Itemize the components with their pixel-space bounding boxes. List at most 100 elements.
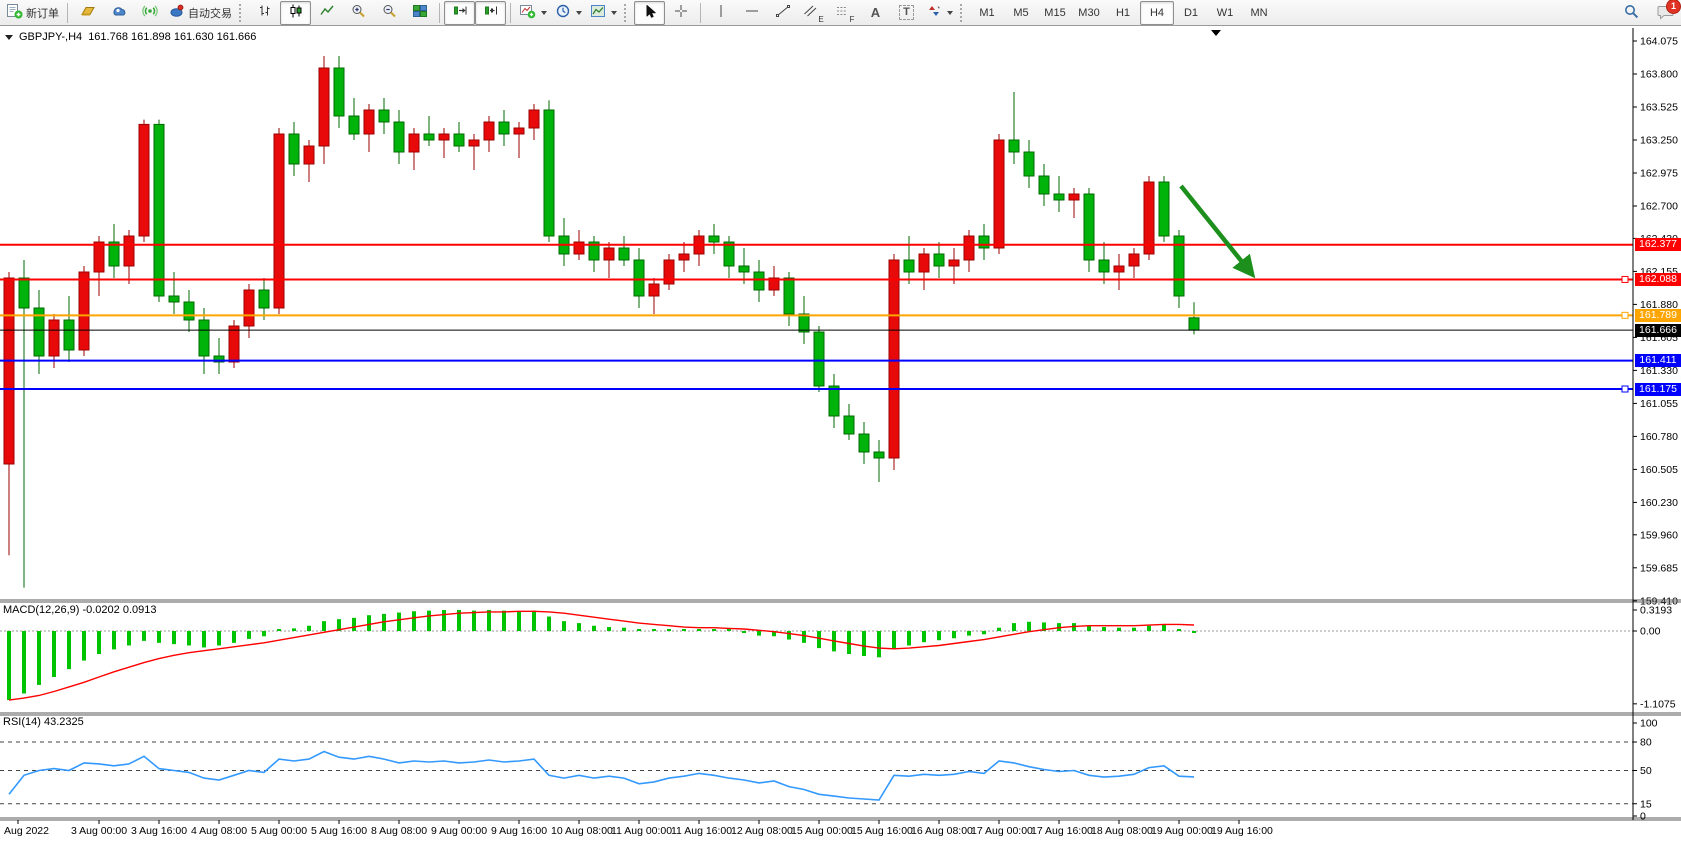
time-tick-label: 9 Aug 16:00 — [491, 825, 547, 837]
new-order-button[interactable]: 新订单 — [2, 1, 63, 25]
chart-shift-button[interactable] — [475, 0, 506, 25]
candle — [528, 104, 540, 140]
line-chart-button[interactable] — [311, 1, 342, 25]
macd-histogram-bar — [742, 631, 746, 633]
candle — [48, 314, 60, 368]
timeframe-mn-button[interactable]: MN — [1250, 6, 1268, 19]
crosshair-button[interactable] — [665, 1, 696, 25]
templates-button[interactable] — [586, 1, 621, 25]
timeframe-m15-button[interactable]: M15 — [1044, 6, 1066, 19]
candle — [468, 134, 480, 170]
macd-histogram-bar — [1177, 629, 1181, 631]
text-label-button[interactable]: T — [891, 1, 922, 25]
time-tick-label: 9 Aug 00:00 — [431, 825, 487, 837]
candle — [588, 236, 600, 272]
search-button[interactable] — [1616, 1, 1647, 25]
line-drag-handle[interactable] — [1621, 385, 1629, 393]
candle — [858, 422, 870, 464]
macd-histogram-bar — [487, 609, 491, 631]
auto-scroll-button[interactable] — [444, 0, 475, 25]
separator — [510, 2, 511, 23]
equidistant-channel-icon — [803, 3, 817, 22]
macd-histogram-bar — [337, 619, 341, 631]
candle — [258, 278, 270, 320]
chart-shift-marker[interactable] — [1211, 30, 1221, 36]
crosshair-icon — [673, 3, 689, 22]
price-tick-label: 159.685 — [1640, 562, 1678, 574]
time-tick-label: 12 Aug 08:00 — [731, 825, 793, 837]
bearish-arrow-annotation[interactable] — [1179, 184, 1256, 279]
tile-windows-button[interactable] — [404, 1, 435, 25]
arrows-button[interactable] — [922, 1, 957, 25]
zoom-out-icon — [381, 3, 397, 22]
chat-button[interactable]: 1 — [1657, 0, 1681, 23]
signals-button[interactable] — [134, 1, 165, 25]
auto-trading-button[interactable]: 自动交易 — [165, 1, 236, 25]
symbol-dropdown-icon[interactable] — [5, 34, 13, 40]
macd-histogram-bar — [82, 631, 86, 661]
periods-button[interactable] — [551, 1, 586, 25]
timeframe-d1-button[interactable]: D1 — [1183, 6, 1199, 19]
indicators-button[interactable] — [515, 1, 551, 25]
candlestick-chart-icon — [288, 3, 304, 22]
price-tick-label: 162.975 — [1640, 168, 1678, 180]
vertical-line-button[interactable] — [705, 1, 736, 25]
macd-histogram-bar — [7, 631, 11, 701]
macd-histogram-bar — [232, 631, 236, 643]
templates-caret-icon — [611, 10, 617, 15]
timeframe-h1-button[interactable]: H1 — [1115, 6, 1131, 19]
text-button[interactable]: A — [860, 1, 891, 25]
candle — [633, 248, 645, 308]
line-drag-handle[interactable] — [1621, 311, 1629, 319]
auto-scroll-icon — [452, 3, 468, 22]
toolbar-grip[interactable] — [960, 3, 965, 22]
macd-histogram-bar — [37, 631, 41, 685]
time-tick-label: 5 Aug 16:00 — [311, 825, 367, 837]
candle — [903, 236, 915, 284]
macd-histogram-bar — [862, 631, 866, 656]
periods-clock-icon — [555, 3, 571, 22]
community-button[interactable] — [103, 1, 134, 25]
macd-histogram-bar — [502, 610, 506, 631]
timeframe-m1-button[interactable]: M1 — [979, 6, 995, 19]
macd-histogram-bar — [307, 625, 311, 631]
macd-histogram-bar — [52, 631, 56, 678]
candle — [273, 128, 285, 314]
bar-chart-button[interactable] — [249, 1, 280, 25]
candle — [108, 224, 120, 278]
candle — [843, 404, 855, 440]
candle — [1128, 248, 1140, 278]
macd-tick-label: 0.00 — [1640, 626, 1661, 638]
chart-shift-icon — [483, 3, 499, 22]
cursor-button[interactable] — [634, 0, 665, 25]
price-tick-label: 160.230 — [1640, 497, 1678, 509]
timeframe-m30-button[interactable]: M30 — [1078, 6, 1100, 19]
zoom-in-button[interactable] — [342, 1, 373, 25]
line-drag-handle[interactable] — [1621, 275, 1629, 283]
toolbar-grip[interactable] — [239, 3, 244, 22]
chart-area[interactable]: 164.075 163.800 163.525 163.250 162.975 162.7… — [0, 27, 1681, 843]
profiles-button[interactable] — [72, 1, 103, 25]
macd-histogram-bar — [67, 631, 71, 670]
timeframe-m5-button[interactable]: M5 — [1013, 6, 1029, 19]
candlestick-chart-button[interactable] — [280, 0, 311, 25]
fibonacci-button[interactable]: F — [829, 1, 860, 25]
macd-histogram-bar — [217, 631, 221, 646]
rsi-line — [8, 750, 1195, 801]
timeframe-w1-button[interactable]: W1 — [1216, 6, 1234, 19]
timeframe-h4-button[interactable]: H4 — [1140, 0, 1174, 25]
macd-histogram-bar — [997, 627, 1001, 631]
candle — [1068, 188, 1080, 218]
candle — [198, 308, 210, 374]
equidistant-channel-button[interactable]: E — [798, 1, 829, 25]
macd-histogram-bar — [262, 631, 266, 637]
candle — [183, 290, 195, 332]
chart-title: GBPJPY-,H4 161.768 161.898 161.630 161.6… — [5, 31, 256, 43]
trendline-button[interactable] — [767, 1, 798, 25]
vertical-line-icon — [715, 3, 727, 22]
candle — [1023, 140, 1035, 188]
horizontal-line-button[interactable] — [736, 1, 767, 25]
zoom-out-button[interactable] — [373, 1, 404, 25]
toolbar-grip[interactable] — [624, 3, 629, 22]
candle — [378, 98, 390, 134]
